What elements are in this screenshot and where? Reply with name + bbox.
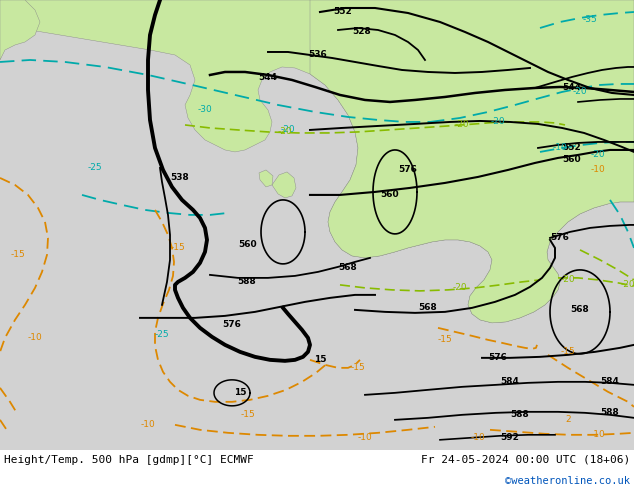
Text: 528: 528 [353,27,372,36]
Text: 560: 560 [563,155,581,165]
Text: 15: 15 [314,355,327,365]
Text: 15: 15 [234,389,246,397]
Text: -10: -10 [141,420,155,429]
Text: -20: -20 [560,275,575,284]
Text: ©weatheronline.co.uk: ©weatheronline.co.uk [505,476,630,486]
Polygon shape [0,0,40,60]
Text: 568: 568 [418,303,437,313]
Text: Fr 24-05-2024 00:00 UTC (18+06): Fr 24-05-2024 00:00 UTC (18+06) [421,455,630,465]
Text: -20: -20 [491,118,505,126]
Text: -20: -20 [573,87,587,97]
Text: -10: -10 [553,144,567,152]
Text: 584: 584 [501,377,519,386]
Text: -25: -25 [87,164,102,172]
Text: -10: -10 [470,433,486,442]
Text: 538: 538 [171,173,190,182]
Text: -15: -15 [351,364,365,372]
Text: -20: -20 [453,283,467,293]
Text: -15: -15 [171,244,185,252]
Text: -20: -20 [621,280,634,290]
Text: -20: -20 [278,127,292,136]
Text: 592: 592 [501,433,519,442]
Text: 568: 568 [339,264,358,272]
Text: 568: 568 [571,305,590,315]
Polygon shape [310,0,634,323]
Text: -20: -20 [591,150,605,159]
Text: 588: 588 [510,410,529,419]
Text: 576: 576 [399,166,417,174]
Text: 2: 2 [565,416,571,424]
Text: 576: 576 [550,233,569,243]
Text: -35: -35 [583,16,597,24]
Text: -25: -25 [155,330,169,340]
Text: 576: 576 [223,320,242,329]
Text: -20: -20 [455,121,469,129]
Text: 544: 544 [259,74,278,82]
Text: -15: -15 [560,347,576,356]
Text: 552: 552 [562,144,581,152]
Text: -10: -10 [28,333,42,343]
Text: -10: -10 [591,166,605,174]
Text: Height/Temp. 500 hPa [gdmp][°C] ECMWF: Height/Temp. 500 hPa [gdmp][°C] ECMWF [4,455,254,465]
Text: -20: -20 [281,125,295,134]
Text: 588: 588 [238,277,256,286]
Text: 536: 536 [309,50,327,59]
Text: -15: -15 [11,250,25,259]
Polygon shape [272,172,296,198]
Text: 544: 544 [562,83,581,93]
Text: 552: 552 [333,7,353,17]
Text: -10: -10 [358,433,372,442]
Text: 588: 588 [600,408,619,417]
Text: -15: -15 [241,410,256,419]
Text: -10: -10 [591,430,605,440]
Text: 584: 584 [600,377,619,386]
Text: 576: 576 [489,353,507,363]
Polygon shape [259,170,273,187]
Polygon shape [0,0,634,323]
Text: -30: -30 [198,105,212,115]
Text: -15: -15 [437,335,453,344]
Text: 560: 560 [380,191,399,199]
Text: 560: 560 [238,241,257,249]
